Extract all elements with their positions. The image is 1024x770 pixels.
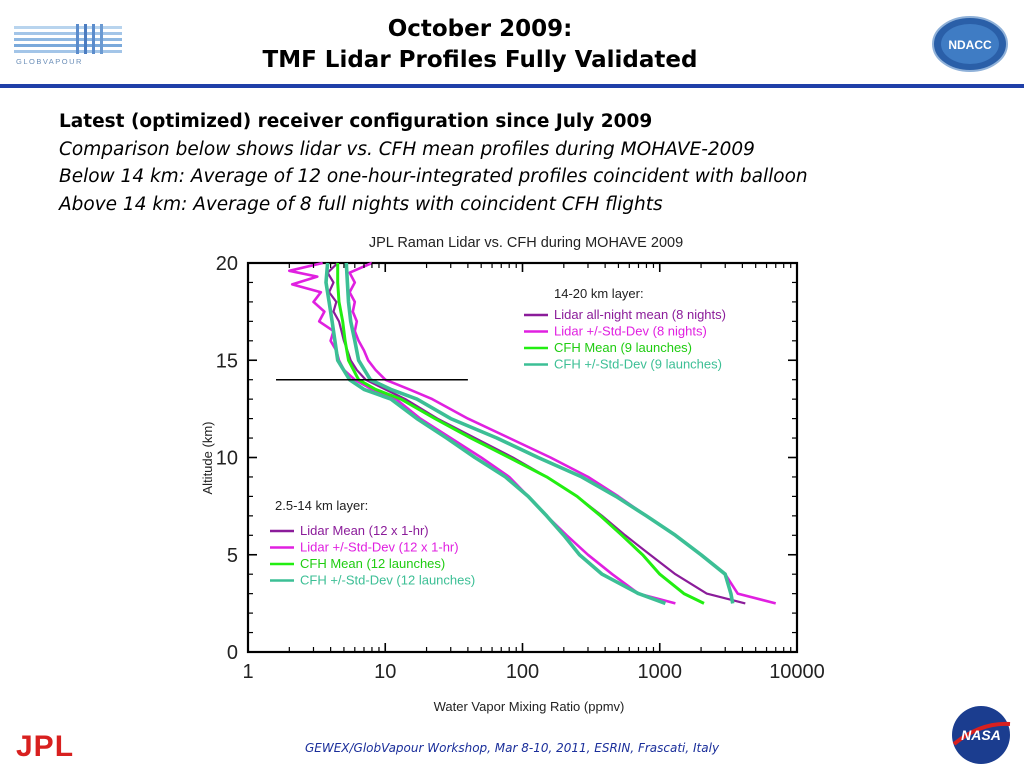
- series-line-lidar_mean: [326, 262, 746, 605]
- nasa-logo-globe: [952, 706, 1010, 764]
- legend-upper-entry-label: Lidar +/-Std-Dev (8 nights): [554, 324, 707, 339]
- slide-title-line2: TMF Lidar Profiles Fully Validated: [262, 47, 698, 73]
- legend-lower-entry-label: Lidar Mean (12 x 1-hr): [300, 523, 429, 538]
- legend-upper: 14-20 km layer: Lidar all-night mean (8 …: [524, 286, 726, 372]
- x-tick-label: 1: [242, 661, 253, 683]
- axis-layer: 1 10 100 1000 10000 0 5 10 15 20: [216, 253, 825, 683]
- x-tick-label: 1000: [638, 661, 683, 683]
- globvapour-logo-text: GLOBVAPOUR: [16, 57, 83, 66]
- y-tick-label: 20: [216, 253, 238, 275]
- jpl-logo: JPL: [14, 728, 98, 763]
- x-tick-label: 100: [506, 661, 539, 683]
- slide-bullets: Latest (optimized) receiver configuratio…: [59, 108, 1009, 218]
- globvapour-logo: GLOBVAPOUR: [14, 22, 122, 66]
- series-line-cfh_mean: [336, 263, 705, 605]
- legend-upper-entry-label: CFH +/-Std-Dev (9 launches): [554, 357, 722, 372]
- legend-lower-entry-label: CFH Mean (12 launches): [300, 556, 445, 571]
- legend-lower-entry-label: CFH +/-Std-Dev (12 launches): [300, 573, 475, 588]
- series-line-cfh_std_low: [324, 262, 667, 606]
- slide-title: October 2009: TMF Lidar Profiles Fully V…: [150, 14, 810, 76]
- legend-upper-heading: 14-20 km layer:: [554, 286, 644, 301]
- slide-title-line1: October 2009:: [387, 16, 573, 42]
- y-tick-label: 10: [216, 448, 238, 470]
- series-line-cfh_std_high: [344, 262, 735, 604]
- y-tick-label: 0: [227, 642, 238, 664]
- y-axis-label: Altitude (km): [200, 422, 215, 495]
- title-divider: [0, 84, 1024, 88]
- x-tick-label: 10000: [769, 661, 825, 683]
- legend-lower-heading: 2.5-14 km layer:: [275, 498, 368, 513]
- legend-lower: 2.5-14 km layer: Lidar Mean (12 x 1-hr) L…: [270, 498, 475, 588]
- x-tick-label: 10: [374, 661, 396, 683]
- ndacc-logo-text: NDACC: [948, 38, 992, 52]
- bullet-3: Below 14 km: Average of 12 one-hour-inte…: [59, 166, 808, 187]
- legend-upper-entry-label: CFH Mean (9 launches): [554, 340, 692, 355]
- series-layer: [276, 261, 777, 606]
- nasa-logo-text: NASA: [961, 727, 1001, 743]
- bullet-1: Latest (optimized) receiver configuratio…: [59, 111, 653, 132]
- bullet-2: Comparison below shows lidar vs. CFH mea…: [59, 138, 755, 160]
- bullet-4: Above 14 km: Average of 8 full nights wi…: [59, 193, 663, 215]
- lidar-vs-cfh-chart: JPL Raman Lidar vs. CFH during MOHAVE 20…: [190, 226, 840, 721]
- legend-upper-entry-label: Lidar all-night mean (8 nights): [554, 307, 726, 322]
- footer-text: GEWEX/GlobVapour Workshop, Mar 8-10, 201…: [304, 741, 720, 755]
- x-axis-label: Water Vapor Mixing Ratio (ppmv): [434, 699, 625, 714]
- chart-svg: JPL Raman Lidar vs. CFH during MOHAVE 20…: [200, 235, 825, 714]
- legend-lower-entry-label: Lidar +/-Std-Dev (12 x 1-hr): [300, 540, 459, 555]
- ndacc-logo: NDACC: [930, 15, 1010, 73]
- globvapour-logo-graphic: [14, 24, 122, 54]
- chart-title: JPL Raman Lidar vs. CFH during MOHAVE 20…: [369, 235, 683, 251]
- nasa-logo: NASA: [948, 704, 1014, 766]
- y-tick-label: 5: [227, 545, 238, 567]
- y-tick-label: 15: [216, 350, 238, 372]
- jpl-logo-text: JPL: [16, 730, 74, 762]
